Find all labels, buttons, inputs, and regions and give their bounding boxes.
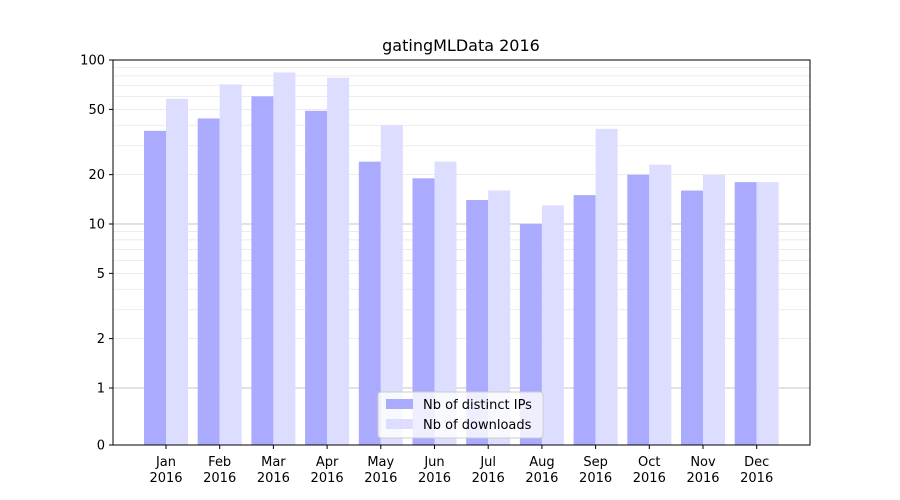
bar-ips-jan	[144, 130, 166, 445]
x-axis: Jan2016Feb2016Mar2016Apr2016May2016Jun20…	[149, 445, 773, 486]
x-tick-label-year: 2016	[579, 471, 612, 486]
bar-downloads-may	[380, 125, 403, 446]
x-tick-label-year: 2016	[149, 471, 182, 486]
plot-frame	[112, 59, 811, 446]
x-tick-label-month: Dec	[744, 455, 769, 470]
x-tick-label-month: Sep	[583, 455, 608, 470]
bar-downloads-jan	[166, 98, 188, 446]
y-tick-label: 100	[80, 54, 105, 69]
bar-downloads-oct	[649, 164, 672, 445]
bar-ips-jul	[466, 200, 489, 445]
x-tick-label-year: 2016	[740, 471, 773, 486]
bar-downloads-sep	[595, 128, 618, 445]
x-tick-label-month: Aug	[529, 455, 554, 470]
bar-downloads-mar	[273, 72, 296, 445]
x-tick-label-year: 2016	[472, 471, 505, 486]
y-tick-label: 1	[97, 382, 105, 397]
legend-label: Nb of downloads	[423, 418, 532, 433]
bars	[144, 72, 779, 446]
legend-swatch	[386, 399, 413, 409]
x-tick-label-month: Jun	[423, 455, 444, 470]
bar-ips-apr	[305, 110, 328, 445]
bar-downloads-feb	[219, 84, 242, 446]
bar-downloads-aug	[541, 205, 564, 445]
y-tick-label: 10	[88, 218, 105, 233]
bar-ips-may	[358, 161, 381, 445]
legend-swatch	[386, 419, 413, 429]
legend: Nb of distinct IPs Nb of downloads	[377, 391, 544, 439]
y-tick-label: 50	[88, 103, 105, 118]
x-tick-label-year: 2016	[418, 471, 451, 486]
x-tick-label-month: Apr	[316, 455, 339, 470]
x-tick-label-month: Oct	[638, 455, 660, 470]
x-tick-label-month: Nov	[690, 455, 716, 470]
y-tick-label: 2	[97, 332, 105, 347]
bar-ips-oct	[627, 174, 650, 445]
x-tick-label-month: Jan	[155, 455, 176, 470]
bar-downloads-dec	[756, 182, 779, 445]
x-tick-label-month: May	[367, 455, 394, 470]
x-tick-label-year: 2016	[203, 471, 236, 486]
bar-ips-dec	[734, 182, 757, 445]
x-tick-label-year: 2016	[525, 471, 558, 486]
legend-box	[377, 391, 544, 439]
x-tick-label-year: 2016	[257, 471, 290, 486]
x-tick-label-year: 2016	[364, 471, 397, 486]
bar-ips-nov	[681, 190, 703, 445]
bar-downloads-nov	[703, 174, 725, 445]
bar-ips-jun	[412, 178, 435, 445]
chart-title: gatingMLData 2016	[382, 36, 540, 55]
y-tick-label: 20	[88, 168, 105, 183]
bar-downloads-apr	[327, 77, 350, 446]
bar-ips-feb	[197, 118, 220, 446]
x-tick-label-month: Jul	[479, 455, 496, 470]
y-tick-label: 5	[97, 267, 105, 282]
y-axis: 0 1 2 5 10 20 50 100	[80, 54, 113, 454]
bar-ips-sep	[573, 195, 596, 445]
x-tick-label-year: 2016	[633, 471, 666, 486]
bar-ips-aug	[519, 224, 542, 445]
x-tick-label-year: 2016	[311, 471, 344, 486]
x-tick-label-month: Feb	[208, 455, 231, 470]
bar-ips-mar	[251, 96, 274, 446]
bar-downloads-jul	[488, 190, 511, 445]
legend-label: Nb of distinct IPs	[423, 398, 532, 413]
y-tick-label: 0	[97, 439, 105, 454]
x-tick-label-month: Mar	[261, 455, 286, 470]
x-tick-label-year: 2016	[686, 471, 719, 486]
bar-downloads-jun	[434, 161, 457, 445]
